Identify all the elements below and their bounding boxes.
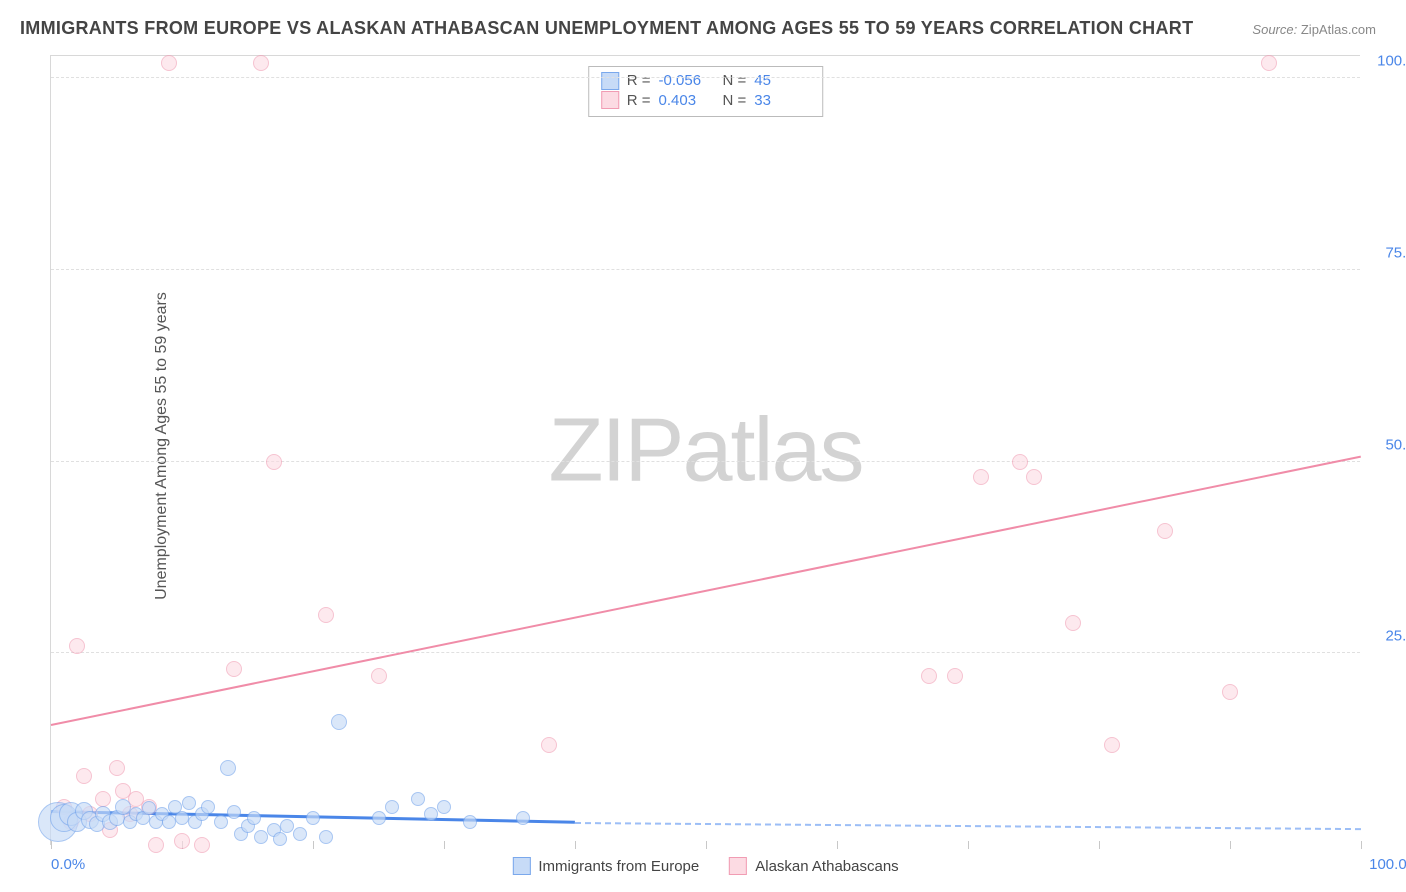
gridline xyxy=(51,77,1360,78)
watermark: ZIPatlas xyxy=(548,399,862,502)
data-point-pink xyxy=(69,638,85,654)
r-value-pink: 0.403 xyxy=(659,91,715,111)
y-tick-label: 75.0% xyxy=(1385,244,1406,261)
x-tick xyxy=(444,841,445,849)
data-point-blue xyxy=(372,811,386,825)
legend-stats: R = -0.056 N = 45 R = 0.403 N = 33 xyxy=(588,66,824,117)
data-point-blue xyxy=(516,811,530,825)
data-point-pink xyxy=(226,661,242,677)
n-label: N = xyxy=(723,71,747,91)
data-point-pink xyxy=(1104,737,1120,753)
data-point-blue xyxy=(247,811,261,825)
r-label: R = xyxy=(627,91,651,111)
legend-series: Immigrants from Europe Alaskan Athabasca… xyxy=(512,857,898,875)
swatch-blue-icon xyxy=(601,72,619,90)
data-point-blue xyxy=(331,714,347,730)
data-point-blue xyxy=(220,760,236,776)
legend-stats-row-blue: R = -0.056 N = 45 xyxy=(601,71,811,91)
n-value-pink: 33 xyxy=(754,91,810,111)
source-attribution: Source: ZipAtlas.com xyxy=(1252,22,1376,37)
r-label: R = xyxy=(627,71,651,91)
data-point-pink xyxy=(174,833,190,849)
gridline xyxy=(51,269,1360,270)
x-tick xyxy=(575,841,576,849)
legend-item-pink: Alaskan Athabascans xyxy=(729,857,898,875)
y-tick-label: 25.0% xyxy=(1385,628,1406,645)
watermark-bold: ZIP xyxy=(548,400,682,500)
gridline xyxy=(51,461,1360,462)
legend-label-blue: Immigrants from Europe xyxy=(538,858,699,875)
swatch-blue-icon xyxy=(512,857,530,875)
n-label: N = xyxy=(723,91,747,111)
swatch-pink-icon xyxy=(729,857,747,875)
chart-title: IMMIGRANTS FROM EUROPE VS ALASKAN ATHABA… xyxy=(20,18,1193,39)
data-point-pink xyxy=(161,55,177,71)
data-point-pink xyxy=(194,837,210,853)
data-point-blue xyxy=(437,800,451,814)
watermark-thin: atlas xyxy=(682,400,862,500)
data-point-pink xyxy=(973,469,989,485)
legend-label-pink: Alaskan Athabascans xyxy=(755,858,898,875)
x-tick xyxy=(706,841,707,849)
data-point-blue xyxy=(142,801,156,815)
data-point-blue xyxy=(293,827,307,841)
x-tick xyxy=(837,841,838,849)
gridline xyxy=(51,652,1360,653)
source-label: Source: xyxy=(1252,22,1297,37)
y-tick-label: 100.0% xyxy=(1377,53,1406,70)
x-tick xyxy=(51,841,52,849)
data-point-pink xyxy=(148,837,164,853)
x-tick xyxy=(1230,841,1231,849)
data-point-pink xyxy=(253,55,269,71)
trend-line xyxy=(51,456,1361,726)
data-point-blue xyxy=(254,830,268,844)
x-tick-label-right: 100.0% xyxy=(1369,856,1406,873)
data-point-pink xyxy=(541,737,557,753)
data-point-pink xyxy=(371,668,387,684)
plot-area: ZIPatlas R = -0.056 N = 45 R = 0.403 N =… xyxy=(50,55,1360,845)
y-tick-label: 50.0% xyxy=(1385,436,1406,453)
data-point-blue xyxy=(424,807,438,821)
data-point-blue xyxy=(463,815,477,829)
data-point-pink xyxy=(95,791,111,807)
swatch-pink-icon xyxy=(601,91,619,109)
x-tick-label-left: 0.0% xyxy=(51,856,85,873)
data-point-blue xyxy=(201,800,215,814)
x-tick xyxy=(968,841,969,849)
data-point-pink xyxy=(947,668,963,684)
data-point-blue xyxy=(182,796,196,810)
data-point-pink xyxy=(1222,684,1238,700)
data-point-blue xyxy=(175,811,189,825)
x-tick xyxy=(1361,841,1362,849)
data-point-blue xyxy=(280,819,294,833)
data-point-blue xyxy=(306,811,320,825)
data-point-blue xyxy=(273,832,287,846)
data-point-pink xyxy=(1065,615,1081,631)
data-point-blue xyxy=(227,805,241,819)
trend-line xyxy=(575,822,1361,830)
data-point-blue xyxy=(411,792,425,806)
data-point-pink xyxy=(921,668,937,684)
data-point-blue xyxy=(385,800,399,814)
x-tick xyxy=(313,841,314,849)
data-point-blue xyxy=(214,815,228,829)
data-point-pink xyxy=(1157,523,1173,539)
data-point-pink xyxy=(1261,55,1277,71)
legend-item-blue: Immigrants from Europe xyxy=(512,857,699,875)
data-point-pink xyxy=(1026,469,1042,485)
data-point-blue xyxy=(162,815,176,829)
data-point-pink xyxy=(109,760,125,776)
legend-stats-row-pink: R = 0.403 N = 33 xyxy=(601,91,811,111)
r-value-blue: -0.056 xyxy=(659,71,715,91)
data-point-pink xyxy=(76,768,92,784)
data-point-pink xyxy=(318,607,334,623)
n-value-blue: 45 xyxy=(754,71,810,91)
data-point-pink xyxy=(1012,454,1028,470)
data-point-pink xyxy=(266,454,282,470)
data-point-blue xyxy=(319,830,333,844)
x-tick xyxy=(1099,841,1100,849)
source-value: ZipAtlas.com xyxy=(1301,22,1376,37)
